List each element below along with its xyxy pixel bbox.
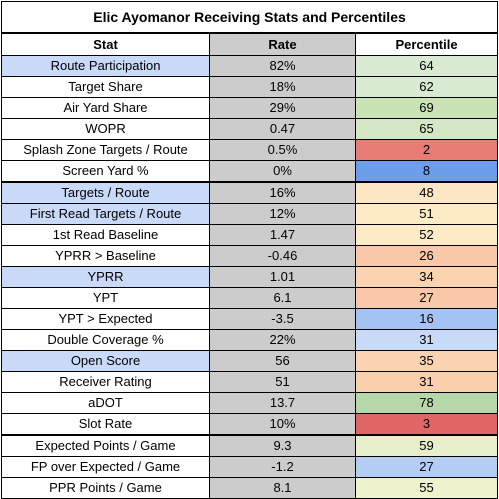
table-row: YPT 6.1 27	[1, 287, 499, 309]
table-row: PPR Points / Game 8.1 55	[1, 477, 499, 499]
title-row: Elic Ayomanor Receiving Stats and Percen…	[0, 1, 499, 34]
table-row: First Read Targets / Route 12% 51	[1, 203, 499, 225]
rate-cell: 16%	[209, 181, 356, 204]
stat-cell: FP over Expected / Game	[1, 456, 210, 478]
rate-cell: -3.5	[209, 308, 356, 330]
stat-cell: Double Coverage %	[1, 329, 210, 351]
percentile-cell: 62	[354, 76, 499, 98]
table-row: 1st Read Baseline 1.47 52	[1, 224, 499, 246]
rate-cell: 0.5%	[209, 139, 356, 161]
rate-cell: 29%	[209, 97, 356, 119]
table-row: Targets / Route 16% 48	[1, 181, 499, 204]
percentile-cell: 59	[354, 434, 499, 457]
stat-cell: YPRR > Baseline	[1, 245, 210, 267]
rate-cell: -0.46	[209, 245, 356, 267]
rate-cell: 0.47	[209, 118, 356, 140]
stat-cell: PPR Points / Game	[1, 477, 210, 499]
stat-cell: YPT	[1, 287, 210, 309]
table-row: Target Share 18% 62	[1, 76, 499, 98]
table-row: Route Participation 82% 64	[1, 55, 499, 77]
percentile-cell: 27	[354, 287, 499, 309]
percentile-cell: 51	[354, 203, 499, 225]
percentile-cell: 48	[354, 181, 499, 204]
stat-cell: Expected Points / Game	[1, 434, 210, 457]
percentile-cell: 78	[354, 392, 499, 414]
stat-cell: aDOT	[1, 392, 210, 414]
stat-cell: Screen Yard %	[1, 160, 210, 183]
table-title: Elic Ayomanor Receiving Stats and Percen…	[0, 1, 499, 34]
stat-cell: WOPR	[1, 118, 210, 140]
percentile-cell: 55	[354, 477, 499, 499]
percentile-cell: 65	[354, 118, 499, 140]
table-row: YPRR 1.01 34	[1, 266, 499, 288]
rate-cell: 9.3	[209, 434, 356, 457]
stat-cell: 1st Read Baseline	[1, 224, 210, 246]
stat-cell: Targets / Route	[1, 181, 210, 204]
percentile-cell: 35	[354, 350, 499, 372]
rate-cell: 0%	[209, 160, 356, 183]
table-row: Expected Points / Game 9.3 59	[1, 434, 499, 457]
percentile-cell: 26	[354, 245, 499, 267]
rate-cell: 12%	[209, 203, 356, 225]
table-row: YPRR > Baseline -0.46 26	[1, 245, 499, 267]
stat-cell: YPT > Expected	[1, 308, 210, 330]
percentile-cell: 31	[354, 329, 499, 351]
stat-cell: First Read Targets / Route	[1, 203, 210, 225]
rate-cell: 56	[209, 350, 356, 372]
percentile-cell: 34	[354, 266, 499, 288]
rate-cell: 13.7	[209, 392, 356, 414]
table-row: Slot Rate 10% 3	[1, 413, 499, 436]
table-row: YPT > Expected -3.5 16	[1, 308, 499, 330]
rate-cell: 82%	[209, 55, 356, 77]
percentile-cell: 3	[354, 413, 499, 436]
rate-cell: -1.2	[209, 456, 356, 478]
stat-cell: Splash Zone Targets / Route	[1, 139, 210, 161]
rate-cell: 1.47	[209, 224, 356, 246]
table-row: Screen Yard % 0% 8	[1, 160, 499, 183]
percentile-cell: 27	[354, 456, 499, 478]
stat-cell: Slot Rate	[1, 413, 210, 436]
table-row: Receiver Rating 51 31	[1, 371, 499, 393]
rate-cell: 18%	[209, 76, 356, 98]
percentile-cell: 69	[354, 97, 499, 119]
rate-cell: 10%	[209, 413, 356, 436]
percentile-cell: 52	[354, 224, 499, 246]
rate-cell: 8.1	[209, 477, 356, 499]
table-row: Air Yard Share 29% 69	[1, 97, 499, 119]
rate-cell: 1.01	[209, 266, 356, 288]
header-rate: Rate	[209, 32, 356, 56]
percentile-cell: 2	[354, 139, 499, 161]
header-percentile: Percentile	[354, 32, 499, 56]
header-stat: Stat	[1, 32, 210, 56]
table-row: aDOT 13.7 78	[1, 392, 499, 414]
header-row: Stat Rate Percentile	[1, 32, 499, 56]
percentile-cell: 8	[354, 160, 499, 183]
table-row: Open Score 56 35	[1, 350, 499, 372]
stat-cell: Target Share	[1, 76, 210, 98]
rate-cell: 22%	[209, 329, 356, 351]
table-row: Splash Zone Targets / Route 0.5% 2	[1, 139, 499, 161]
percentile-cell: 64	[354, 55, 499, 77]
table-row: FP over Expected / Game -1.2 27	[1, 456, 499, 478]
percentile-cell: 16	[354, 308, 499, 330]
stat-cell: Open Score	[1, 350, 210, 372]
rate-cell: 6.1	[209, 287, 356, 309]
percentile-cell: 31	[354, 371, 499, 393]
stat-cell: Route Participation	[1, 55, 210, 77]
stat-cell: YPRR	[1, 266, 210, 288]
table-row: WOPR 0.47 65	[1, 118, 499, 140]
stat-cell: Air Yard Share	[1, 97, 210, 119]
rate-cell: 51	[209, 371, 356, 393]
stat-cell: Receiver Rating	[1, 371, 210, 393]
table-row: Double Coverage % 22% 31	[1, 329, 499, 351]
